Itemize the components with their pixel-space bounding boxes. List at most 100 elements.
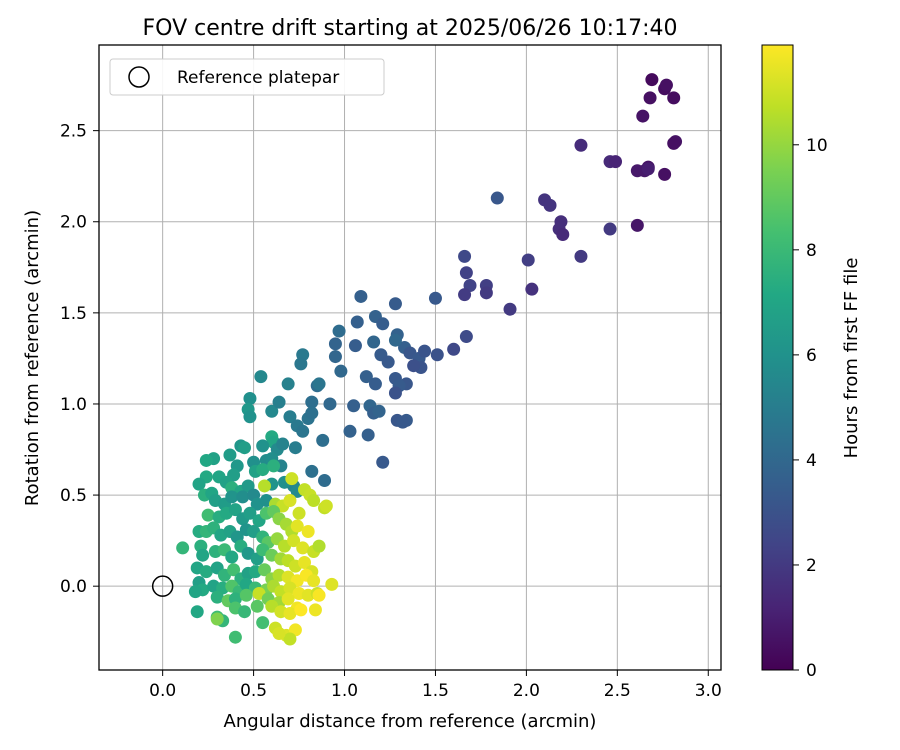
scatter-point [458, 288, 472, 302]
x-axis-ticks: 0.0 0.5 1.0 1.5 2.0 2.5 3.0 [149, 670, 722, 701]
scatter-point [428, 291, 442, 305]
colorbar-tick-label: 0 [806, 661, 817, 681]
y-tick-label: 1.5 [60, 304, 87, 324]
x-tick-label: 1.0 [331, 681, 358, 701]
y-tick-label: 0.5 [60, 486, 87, 506]
scatter-point [407, 359, 421, 373]
scatter-point [418, 344, 432, 358]
scatter-point [459, 330, 473, 344]
colorbar-tick-label: 2 [806, 556, 817, 576]
scatter-point [305, 395, 319, 409]
scatter-point [376, 317, 390, 331]
plot-area: 0.0 0.5 1.0 1.5 2.0 2.5 3.0 0.0 0.5 1.0 1.5 2.0 2.5 [60, 44, 722, 701]
scatter-point [210, 590, 224, 604]
scatter-point [283, 410, 297, 424]
scatter-point [243, 410, 257, 424]
scatter-point [199, 453, 213, 467]
scatter-point [332, 324, 346, 338]
scatter-point [190, 605, 204, 619]
scatter-point [225, 550, 239, 564]
scatter-point [359, 370, 373, 384]
x-tick-label: 0.0 [149, 681, 176, 701]
x-tick-label: 1.5 [422, 681, 449, 701]
scatter-point [237, 441, 251, 455]
colorbar-tick-label: 6 [806, 346, 817, 366]
y-axis-ticks: 0.0 0.5 1.0 1.5 2.0 2.5 [60, 122, 99, 597]
scatter-point [307, 574, 321, 588]
colorbar: 0 2 4 6 8 10 Hours from first FF file [761, 44, 862, 681]
scatter-point [287, 534, 301, 548]
reference-point [151, 575, 174, 597]
scatter-point [641, 162, 655, 176]
scatter-point [316, 433, 330, 447]
scatter-point [258, 479, 272, 493]
x-tick-label: 3.0 [695, 681, 722, 701]
colorbar-tick-label: 8 [806, 241, 817, 261]
scatter-point [176, 541, 190, 555]
scatter-point [228, 592, 242, 606]
scatter-point [525, 282, 539, 296]
scatter-point [296, 424, 310, 438]
chart-title: FOV centre drift starting at 2025/06/26 … [143, 16, 678, 41]
scatter-point [376, 455, 390, 469]
scatter-point [199, 565, 213, 579]
colorbar-ticks: 0 2 4 6 8 10 [793, 136, 828, 681]
scatter-point [430, 348, 444, 362]
scatter-point [225, 490, 239, 504]
scatter-point [307, 494, 321, 508]
scatter-point [188, 585, 202, 599]
scatter-point [228, 503, 242, 517]
scatter-point [381, 355, 395, 369]
scatter-point [479, 286, 493, 300]
scatter-point [254, 370, 268, 384]
scatter-point [267, 459, 281, 473]
scatter-point [354, 289, 368, 303]
scatter-point [643, 91, 657, 105]
scatter-point [447, 342, 461, 356]
scatter-point [250, 599, 264, 613]
scatter-point [388, 297, 402, 311]
scatter-point [396, 415, 410, 429]
colorbar-label: Hours from first FF file [841, 258, 862, 459]
scatter-point [223, 448, 237, 462]
scatter-point [305, 406, 319, 420]
scatter-point [256, 439, 270, 453]
scatter-point [543, 198, 557, 212]
scatter-point [196, 548, 210, 562]
y-tick-label: 2.0 [60, 213, 87, 233]
y-tick-label: 0.0 [60, 577, 87, 597]
scatter-point [201, 508, 215, 522]
scatter-point [243, 391, 257, 405]
scatter-point [388, 386, 402, 400]
scatter-point [667, 91, 681, 105]
colorbar-tick-label: 10 [806, 136, 828, 156]
scatter-point [294, 603, 308, 617]
scatter-point [192, 477, 206, 491]
legend-entry-reference: Reference platepar [177, 68, 339, 88]
scatter-point [574, 138, 588, 152]
scatter-point [239, 588, 253, 602]
scatter-point [301, 525, 315, 539]
scatter-point [237, 605, 251, 619]
scatter-point [636, 109, 650, 123]
scatter-point [227, 563, 241, 577]
scatter-point [256, 616, 270, 630]
scatter-point [298, 555, 312, 569]
scatter-point [283, 632, 297, 646]
y-axis-label: Rotation from reference (arcmin) [22, 210, 43, 506]
scatter-point [659, 78, 673, 92]
scatter-point [265, 404, 279, 418]
scatter-point [350, 315, 364, 329]
scatter-point [256, 463, 270, 477]
x-axis-label: Angular distance from reference (arcmin) [224, 711, 597, 732]
scatter-point [281, 592, 295, 606]
scatter-point [323, 397, 337, 411]
y-tick-label: 2.5 [60, 122, 87, 142]
scatter-point [281, 377, 295, 391]
scatter-point [290, 519, 304, 533]
scatter-point [288, 441, 302, 455]
scatter-point [228, 630, 242, 644]
scatter-point [243, 506, 257, 520]
scatter-point [458, 249, 472, 263]
scatter-point [521, 253, 535, 267]
